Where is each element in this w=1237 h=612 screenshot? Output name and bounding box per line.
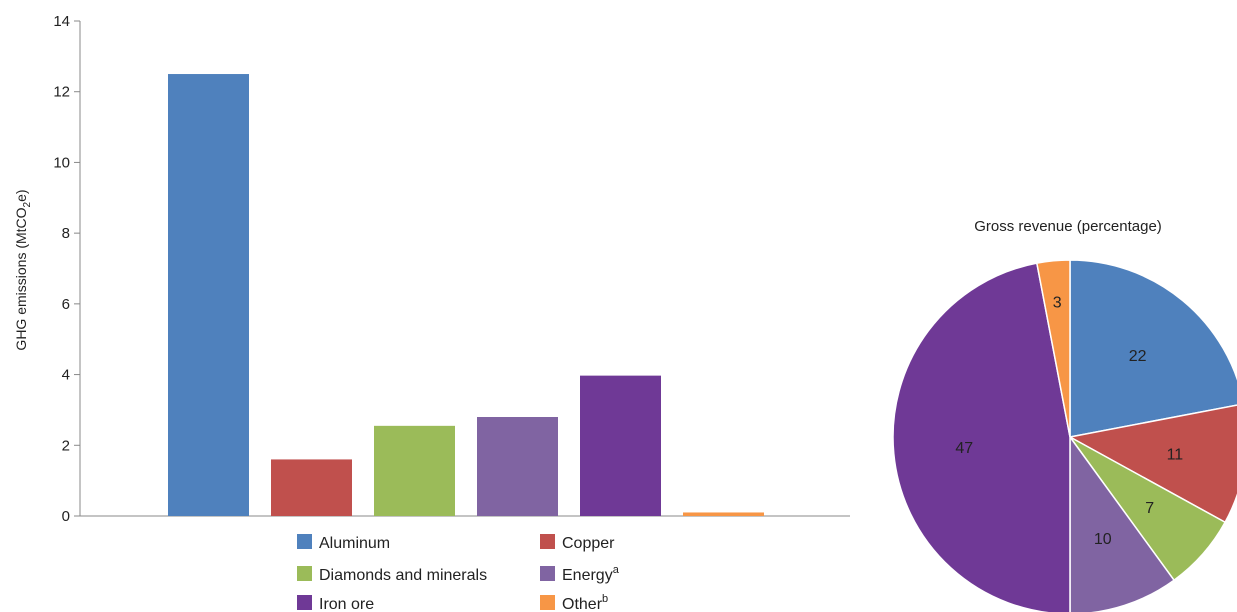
bar-iron-ore	[580, 375, 661, 516]
pie-slice-iron-ore	[892, 262, 1071, 612]
y-ticks: 0 2 4 6 8 10 12 14	[53, 13, 80, 525]
y-tick-label: 0	[62, 508, 70, 525]
y-tick-label: 12	[53, 84, 70, 101]
pie-slices	[892, 259, 1237, 612]
legend-swatch	[297, 534, 312, 549]
bar-other	[683, 512, 764, 516]
legend-label-text: Iron ore	[319, 596, 374, 612]
pie-value-label: 3	[1053, 294, 1062, 311]
y-axis-label: GHG emissions (MtCO2e)	[13, 189, 33, 350]
legend-label-superscript: b	[602, 593, 608, 605]
bar-aluminum	[168, 74, 249, 517]
legend-label: Iron ore	[319, 596, 374, 612]
y-tick-label: 8	[62, 225, 70, 242]
legend-label-text: Other	[562, 596, 603, 612]
y-axis-label-main: GHG emissions (MtCO	[13, 207, 29, 350]
pie-slice-other	[1035, 259, 1071, 438]
legend-label-text: Diamonds and minerals	[319, 567, 487, 584]
y-tick-label: 4	[62, 367, 70, 384]
legend-label: Diamonds and minerals	[319, 567, 487, 584]
legend: Aluminum Copper Diamonds and minerals Energ…	[297, 534, 620, 612]
bar-copper	[271, 459, 352, 516]
y-tick-label: 6	[62, 296, 70, 313]
pie-labels: 22 11 7 10 47 3	[955, 294, 1183, 548]
legend-swatch	[540, 595, 555, 610]
legend-label-superscript: a	[613, 564, 620, 576]
pie-value-label: 11	[1167, 447, 1184, 464]
bar-energy	[477, 417, 558, 516]
legend-label-text: Aluminum	[319, 535, 390, 552]
pie-value-label: 10	[1094, 531, 1112, 548]
legend-label: Otherb	[562, 593, 608, 612]
pie-slice-energy	[1069, 434, 1176, 612]
y-axis-label-tail: e)	[13, 189, 29, 201]
pie-value-label: 47	[955, 440, 973, 457]
y-tick-label: 10	[53, 154, 70, 171]
y-axis-label-subscript: 2	[22, 201, 33, 207]
legend-label-text: Energy	[562, 567, 613, 584]
legend-label: Aluminum	[319, 535, 390, 552]
y-tick-label: 14	[53, 13, 70, 30]
legend-label: Copper	[562, 535, 615, 552]
pie-value-label: 22	[1129, 348, 1147, 365]
legend-swatch	[540, 566, 555, 581]
pie-value-label: 7	[1145, 500, 1154, 517]
pie-chart: Gross revenue (percentage) 22 11 7 10 47 3	[892, 218, 1237, 612]
bar-diamonds-and-minerals	[374, 425, 455, 516]
legend-swatch	[540, 534, 555, 549]
bars	[168, 74, 764, 517]
pie-title: Gross revenue (percentage)	[974, 218, 1162, 235]
pie-slice-copper	[1067, 404, 1237, 524]
legend-label-text: Copper	[562, 535, 615, 552]
y-tick-label: 2	[62, 437, 70, 454]
legend-swatch	[297, 595, 312, 610]
legend-swatch	[297, 566, 312, 581]
legend-label: Energya	[562, 564, 620, 584]
